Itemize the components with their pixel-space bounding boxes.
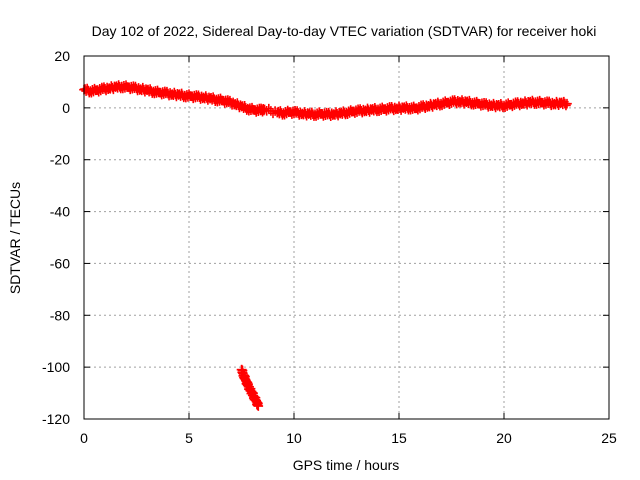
y-tick-label-20: 20 (54, 48, 70, 64)
x-tick-label-10: 10 (286, 430, 302, 446)
y-tick-label--20: -20 (50, 152, 70, 168)
axis-ticks (83, 55, 610, 420)
chart-title: Day 102 of 2022, Sidereal Day-to-day VTE… (92, 23, 597, 39)
x-tick-label-0: 0 (80, 430, 88, 446)
x-tick-label-15: 15 (391, 430, 407, 446)
point-0-76 (562, 98, 572, 109)
point-1-8 (253, 401, 264, 411)
x-tick-label-25: 25 (601, 430, 617, 446)
series-0 (79, 80, 572, 121)
point-0-75-fill-5 (561, 100, 571, 111)
y-tick-label-0: 0 (62, 100, 70, 116)
x-tick-label-5: 5 (185, 430, 193, 446)
plot-frame (83, 55, 610, 420)
series-1 (236, 364, 264, 411)
x-tick-label-20: 20 (496, 430, 512, 446)
y-tick-label--80: -80 (50, 307, 70, 323)
y-tick-label--40: -40 (50, 204, 70, 220)
data-series (79, 80, 572, 411)
x-axis-label: GPS time / hours (293, 457, 400, 473)
axis-tick-labels: 0 5 10 15 20 25 20 0 -20 -40 -60 -80 -100 -120 (42, 48, 617, 446)
y-tick-label--100: -100 (42, 359, 70, 375)
y-tick-label--120: -120 (42, 411, 70, 427)
y-axis-label: SDTVAR / TECUs (7, 182, 23, 294)
y-tick-label--60: -60 (50, 255, 70, 271)
